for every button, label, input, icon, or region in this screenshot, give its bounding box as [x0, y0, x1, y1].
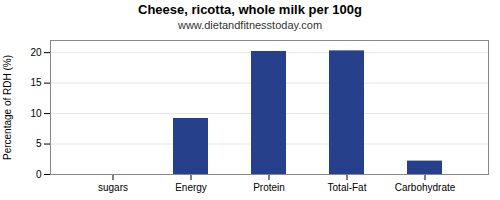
svg-text:5: 5 — [36, 138, 42, 149]
svg-text:Total-Fat: Total-Fat — [328, 182, 367, 193]
svg-text:sugars: sugars — [98, 182, 128, 193]
svg-text:10: 10 — [30, 108, 42, 119]
html-text:Cheese, ricotta, whole milk pe: Cheese, ricotta, whole milk per 100g — [138, 2, 362, 17]
svg-text:0: 0 — [36, 169, 42, 180]
svg-text:15: 15 — [30, 77, 42, 88]
html-text:www.dietandfitnesstoday.com: www.dietandfitnesstoday.com — [178, 19, 322, 31]
svg-text:Carbohydrate: Carbohydrate — [395, 182, 456, 193]
svg-text:Energy: Energy — [175, 182, 207, 193]
svg-text:20: 20 — [30, 47, 42, 58]
svg-text:Percentage of RDH (%): Percentage of RDH (%) — [2, 55, 13, 160]
svg-text:Protein: Protein — [253, 182, 285, 193]
